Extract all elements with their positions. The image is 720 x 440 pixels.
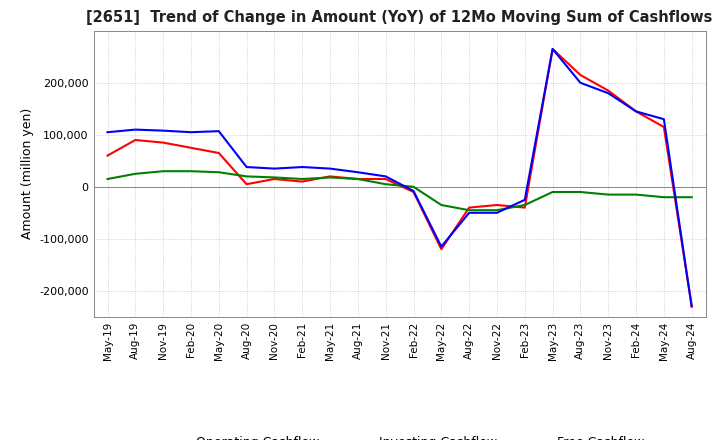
Operating Cashflow bbox=[631, 109, 640, 114]
Operating Cashflow bbox=[492, 202, 501, 208]
Free Cashflow bbox=[103, 129, 112, 135]
Investing Cashflow bbox=[409, 184, 418, 190]
Investing Cashflow bbox=[631, 192, 640, 197]
Investing Cashflow bbox=[131, 171, 140, 176]
Free Cashflow bbox=[660, 117, 668, 122]
Operating Cashflow bbox=[298, 179, 307, 184]
Operating Cashflow bbox=[604, 88, 613, 93]
Investing Cashflow bbox=[325, 175, 334, 180]
Investing Cashflow bbox=[437, 202, 446, 208]
Legend: Operating Cashflow, Investing Cashflow, Free Cashflow: Operating Cashflow, Investing Cashflow, … bbox=[150, 431, 649, 440]
Investing Cashflow bbox=[215, 169, 223, 175]
Line: Operating Cashflow: Operating Cashflow bbox=[107, 49, 692, 306]
Investing Cashflow bbox=[521, 202, 529, 208]
Investing Cashflow bbox=[688, 194, 696, 200]
Line: Investing Cashflow: Investing Cashflow bbox=[107, 171, 692, 210]
Operating Cashflow bbox=[688, 304, 696, 309]
Investing Cashflow bbox=[103, 176, 112, 182]
Investing Cashflow bbox=[604, 192, 613, 197]
Operating Cashflow bbox=[549, 46, 557, 51]
Free Cashflow bbox=[576, 80, 585, 85]
Free Cashflow bbox=[437, 244, 446, 249]
Operating Cashflow bbox=[576, 72, 585, 77]
Free Cashflow bbox=[492, 210, 501, 216]
Investing Cashflow bbox=[242, 174, 251, 179]
Investing Cashflow bbox=[159, 169, 168, 174]
Free Cashflow bbox=[382, 174, 390, 179]
Investing Cashflow bbox=[270, 175, 279, 180]
Free Cashflow bbox=[688, 304, 696, 309]
Operating Cashflow bbox=[186, 145, 195, 150]
Operating Cashflow bbox=[354, 176, 362, 182]
Investing Cashflow bbox=[298, 176, 307, 182]
Operating Cashflow bbox=[437, 246, 446, 252]
Operating Cashflow bbox=[382, 176, 390, 182]
Operating Cashflow bbox=[270, 176, 279, 182]
Investing Cashflow bbox=[549, 189, 557, 194]
Operating Cashflow bbox=[325, 174, 334, 179]
Investing Cashflow bbox=[576, 189, 585, 194]
Operating Cashflow bbox=[660, 125, 668, 130]
Operating Cashflow bbox=[465, 205, 474, 210]
Free Cashflow bbox=[159, 128, 168, 133]
Operating Cashflow bbox=[215, 150, 223, 156]
Line: Free Cashflow: Free Cashflow bbox=[107, 49, 692, 306]
Free Cashflow bbox=[186, 129, 195, 135]
Investing Cashflow bbox=[492, 208, 501, 213]
Free Cashflow bbox=[465, 210, 474, 216]
Title: [2651]  Trend of Change in Amount (YoY) of 12Mo Moving Sum of Cashflows: [2651] Trend of Change in Amount (YoY) o… bbox=[86, 11, 713, 26]
Operating Cashflow bbox=[103, 153, 112, 158]
Free Cashflow bbox=[604, 91, 613, 96]
Y-axis label: Amount (million yen): Amount (million yen) bbox=[21, 108, 34, 239]
Operating Cashflow bbox=[409, 189, 418, 194]
Free Cashflow bbox=[131, 127, 140, 132]
Operating Cashflow bbox=[521, 205, 529, 210]
Operating Cashflow bbox=[159, 140, 168, 145]
Investing Cashflow bbox=[660, 194, 668, 200]
Free Cashflow bbox=[270, 166, 279, 171]
Free Cashflow bbox=[215, 128, 223, 134]
Free Cashflow bbox=[298, 165, 307, 170]
Investing Cashflow bbox=[382, 182, 390, 187]
Investing Cashflow bbox=[354, 176, 362, 182]
Free Cashflow bbox=[242, 165, 251, 170]
Operating Cashflow bbox=[131, 137, 140, 143]
Investing Cashflow bbox=[465, 208, 474, 213]
Free Cashflow bbox=[631, 109, 640, 114]
Free Cashflow bbox=[325, 166, 334, 171]
Free Cashflow bbox=[354, 169, 362, 175]
Operating Cashflow bbox=[242, 182, 251, 187]
Free Cashflow bbox=[549, 46, 557, 51]
Free Cashflow bbox=[409, 188, 418, 194]
Investing Cashflow bbox=[186, 169, 195, 174]
Free Cashflow bbox=[521, 197, 529, 202]
